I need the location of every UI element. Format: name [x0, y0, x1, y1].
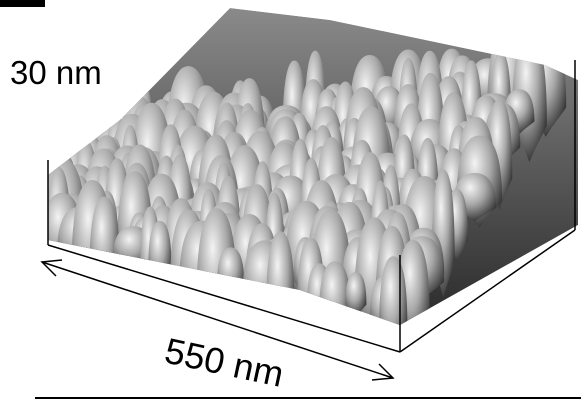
afm-scene: 30 nm 550 nm — [0, 0, 581, 403]
width-label: 550 nm — [161, 330, 287, 395]
scale-bar — [0, 0, 45, 7]
surface-peak — [379, 256, 407, 358]
surface-peak — [148, 221, 171, 288]
afm-figure: 30 nm 550 nm — [0, 0, 581, 403]
surface-peak — [266, 231, 295, 346]
surface-peak — [217, 247, 244, 299]
height-label: 30 nm — [10, 54, 102, 91]
surface — [37, 8, 578, 359]
